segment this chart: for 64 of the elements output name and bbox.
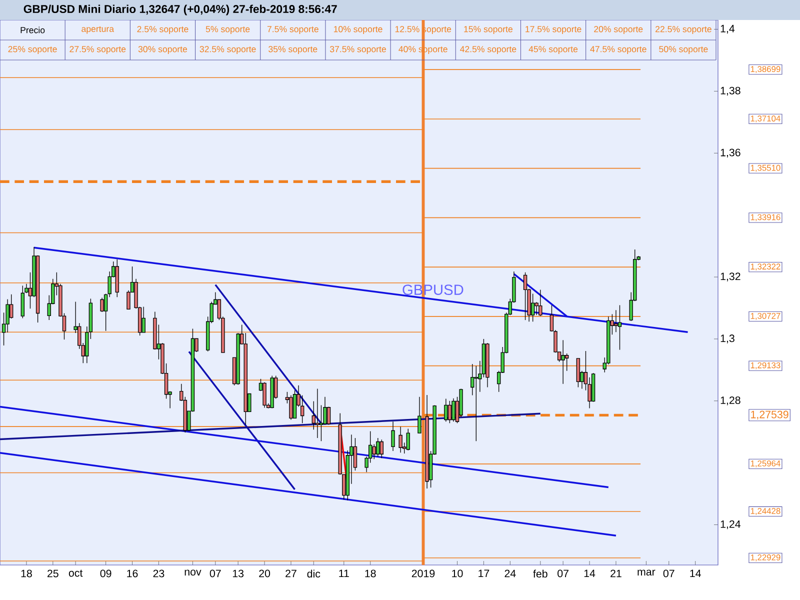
y-tick-label: 1,28 xyxy=(720,396,740,406)
annotation: apertura xyxy=(82,26,114,34)
ref-line-label: 1,38699 xyxy=(750,66,780,74)
annotation: 47.5% soporte xyxy=(590,46,646,54)
annotation: 35% soporte xyxy=(268,46,318,54)
x-tick-label: 2019 xyxy=(412,570,435,578)
ref-line-label: 1,22929 xyxy=(750,554,780,562)
x-tick-label: nov xyxy=(184,570,202,576)
x-tick-label: feb xyxy=(533,570,548,578)
x-tick-label: 27 xyxy=(286,570,296,578)
y-tick-label: 1,32 xyxy=(720,272,740,282)
x-tick-label: 24 xyxy=(504,570,516,578)
y-tick-label: 1,38 xyxy=(720,86,740,96)
ref-line-label: 1,25964 xyxy=(750,460,780,468)
x-tick-label: oct xyxy=(68,570,83,577)
x-tick-label: 07 xyxy=(663,570,674,578)
annotation: Precio xyxy=(20,26,45,34)
ref-line-label: 1,27539 xyxy=(751,410,788,420)
annotation: 17.5% soporte xyxy=(526,26,582,34)
annotation: 32.5% soporte xyxy=(200,46,256,54)
x-tick-label: 17 xyxy=(478,570,490,578)
x-tick-label: 13 xyxy=(232,570,244,578)
y-tick-label: 1,4 xyxy=(720,24,735,34)
x-tick-label: 21 xyxy=(610,570,622,578)
x-tick-label: 07 xyxy=(558,570,568,578)
ref-line-label: 1,29133 xyxy=(750,362,780,370)
annotation: 50% soporte xyxy=(659,46,708,54)
annotation: 30% soporte xyxy=(138,46,188,54)
x-tick-label: 11 xyxy=(339,570,349,578)
ref-line-label: 1,32322 xyxy=(750,264,780,271)
x-tick-label: mar xyxy=(638,570,656,576)
x-tick-label: 25 xyxy=(48,570,58,578)
x-tick-label: 14 xyxy=(690,570,701,578)
annotation: 20% soporte xyxy=(594,26,643,34)
x-tick-label: 16 xyxy=(127,570,138,578)
x-tick-label: 18 xyxy=(365,570,376,578)
x-tick-label: 10 xyxy=(452,570,463,578)
annotation: 42.5% soporte xyxy=(460,46,516,54)
ref-line-label: 1,35510 xyxy=(750,164,780,172)
x-tick-label: 07 xyxy=(210,570,221,578)
ref-line-label: 1,37104 xyxy=(750,115,780,122)
annotation: 22.5% soporte xyxy=(656,26,712,34)
y-tick-label: 1,36 xyxy=(720,148,740,158)
y-tick-label: 1,24 xyxy=(720,520,740,530)
annotation: 27.5% soporte xyxy=(70,46,126,54)
annotation: 45% soporte xyxy=(528,46,578,54)
ref-line-label: 1,30727 xyxy=(750,312,780,320)
annotation: 2.5% soporte xyxy=(137,26,188,34)
annotation: 37.5% soporte xyxy=(330,46,386,54)
annotation: 5% soporte xyxy=(206,26,250,34)
annotation: 15% soporte xyxy=(464,26,512,34)
y-tick-label: 1,3 xyxy=(720,334,734,344)
x-tick-label: 14 xyxy=(584,570,596,578)
annotation: 10% soporte xyxy=(334,26,382,34)
annotation: 7.5% soporte xyxy=(267,26,318,34)
annotation: 25% soporte xyxy=(8,46,57,54)
x-tick-label: dic xyxy=(307,570,320,578)
x-tick-label: 20 xyxy=(259,570,270,578)
x-tick-label: 18 xyxy=(21,570,32,578)
x-tick-label: 09 xyxy=(100,570,112,578)
chart-title: GBP/USD Mini Diario 1,32647 (+0,04%) 27-feb-2019 8:56:47 xyxy=(24,4,337,16)
ref-line-label: 1,33916 xyxy=(750,214,780,222)
x-tick-label: 23 xyxy=(153,570,164,578)
ref-line-label: 1,24428 xyxy=(750,508,780,515)
